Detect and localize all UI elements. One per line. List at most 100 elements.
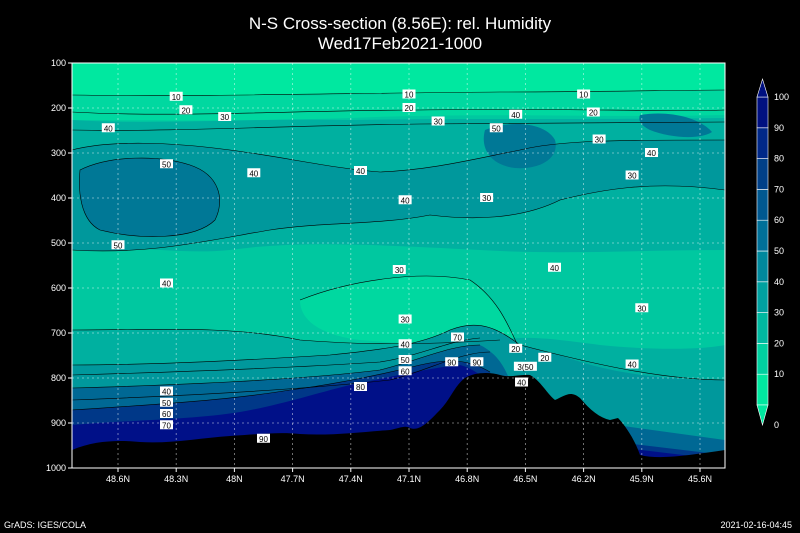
colorbar-swatch	[756, 250, 769, 283]
chart-subtitle: Wed17Feb2021-1000	[317, 34, 483, 53]
contour-label: 40	[550, 264, 559, 273]
contour-label: 40	[401, 340, 410, 349]
contour-label: 20	[589, 109, 598, 118]
contour-label-bg	[257, 433, 270, 443]
band-50-center	[483, 124, 556, 169]
contour-label-bg	[392, 265, 406, 274]
contour-label: 40	[104, 124, 113, 133]
y-axis: 100 200 300 400 500 600 700 800 900 1000	[46, 58, 72, 473]
band-50-right	[639, 113, 712, 138]
contour-label-bg	[160, 386, 173, 396]
contour-label: 90	[472, 358, 481, 367]
contour-label-bg	[402, 89, 416, 99]
contour-label: 3(50	[517, 363, 534, 372]
contour-label: 80	[356, 383, 365, 392]
contour-label-bg	[398, 314, 412, 324]
contour-label: 30	[595, 136, 604, 145]
colorbar-label: 60	[774, 215, 784, 225]
x-tick-label: 45.9N	[630, 474, 654, 484]
contour-label-bg	[398, 355, 412, 364]
y-tick-label: 300	[51, 148, 66, 158]
contour-label-bg	[398, 195, 412, 205]
contour-label-bg	[431, 116, 445, 126]
contour-label: 40	[401, 196, 410, 205]
contour-label-bg	[625, 170, 639, 180]
band-upper-20	[72, 90, 725, 121]
contour-30-mid	[299, 275, 521, 351]
contour-label-bg	[402, 103, 416, 112]
colorbar-label: 20	[774, 338, 784, 348]
contour-label: 30	[401, 316, 410, 325]
contour-label: 20	[511, 345, 520, 354]
y-tick-label: 400	[51, 193, 66, 203]
contour-40-left	[72, 139, 725, 173]
contour-label: 40	[249, 169, 258, 178]
contour-40-low	[72, 324, 725, 381]
y-tick-label: 500	[51, 238, 66, 248]
x-tick-label: 46.2N	[572, 474, 596, 484]
contour-label: 30	[434, 118, 443, 127]
contour-label: 30	[637, 304, 646, 313]
contour-30	[72, 121, 725, 131]
contour-label: 30	[482, 194, 491, 203]
contour-label-bg	[354, 382, 367, 391]
contour-label: 10	[579, 91, 588, 100]
contour-60-low	[72, 344, 481, 389]
contour-label-bg	[111, 240, 125, 250]
contour-label-bg	[179, 105, 193, 115]
contour-label: 90	[447, 358, 456, 367]
contour-label: 70	[162, 421, 171, 430]
x-tick-label: 47.4N	[339, 474, 363, 484]
contour-label-bg	[538, 352, 552, 362]
contour-label: 20	[181, 106, 190, 115]
colorbar-label: 80	[774, 154, 784, 164]
contour-label: 40	[162, 280, 171, 289]
gridlines	[72, 63, 725, 468]
contour-label: 30	[628, 172, 637, 181]
contour-label-bg	[160, 159, 173, 169]
contour-label-bg	[398, 339, 412, 349]
contour-label-bg	[398, 366, 412, 376]
contour-label: 50	[162, 399, 171, 408]
contour-label-bg	[160, 397, 173, 407]
y-tick-label: 200	[51, 103, 66, 113]
y-tick-label: 600	[51, 283, 66, 293]
contour-label-bg	[354, 166, 367, 175]
footer-credit: GrADS: IGES/COLA	[4, 520, 87, 530]
terrain	[72, 373, 725, 468]
contour-label: 10	[405, 91, 414, 100]
band-top-10	[72, 63, 725, 97]
contour-label: 70	[453, 334, 462, 343]
x-axis: 48.6N 48.3N 48N 47.7N 47.4N 47.1N 46.8N 46.5N 46…	[106, 468, 712, 484]
contour-label-bg	[645, 148, 658, 157]
contour-50-low	[72, 337, 481, 376]
contour-label: 50	[114, 241, 123, 250]
contour-label-bg	[445, 357, 459, 367]
contour-label: 40	[628, 361, 637, 370]
contour-label-bg	[515, 377, 529, 387]
y-tick-label: 800	[51, 373, 66, 383]
x-tick-label: 45.6N	[688, 474, 712, 484]
contour-label: 20	[540, 354, 549, 363]
colorbar-label: 50	[774, 246, 784, 256]
colorbar-swatch	[756, 343, 769, 375]
contour-label: 20	[405, 104, 414, 113]
plot-frame	[71, 62, 726, 469]
contour-label-bg	[160, 409, 173, 418]
colorbar-swatch	[756, 158, 769, 190]
contour-label-bg	[592, 134, 606, 144]
contour-label: 40	[162, 388, 171, 397]
contour-40-mid	[72, 185, 725, 252]
contour-label-bg	[160, 420, 173, 430]
x-tick-label: 46.5N	[513, 474, 537, 484]
contour-50-left	[79, 157, 220, 237]
contour-label-bg	[513, 361, 537, 371]
footer-timestamp: 2021-02-16-04:45	[720, 520, 792, 530]
colorbar-swatch	[756, 312, 769, 344]
contour-label-bg	[577, 89, 591, 99]
colorbar-max-arrow	[756, 77, 769, 98]
plot-area	[72, 63, 725, 468]
chart-title: N-S Cross-section (8.56E): rel. Humidity	[248, 14, 552, 33]
contour-label: 60	[162, 410, 171, 419]
contour-label-bg	[635, 303, 649, 313]
